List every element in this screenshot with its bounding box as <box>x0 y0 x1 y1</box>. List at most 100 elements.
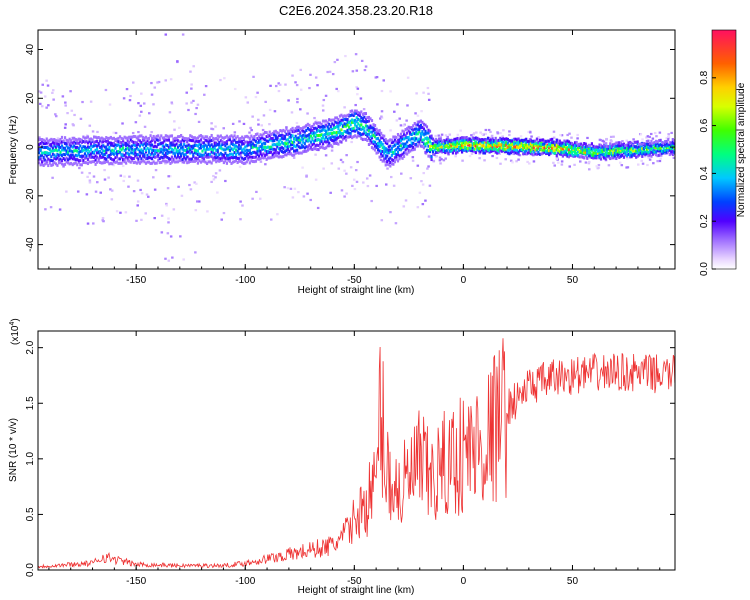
heatmap-cell <box>114 143 117 147</box>
heatmap-cell <box>647 146 650 150</box>
heatmap-cell <box>431 142 435 146</box>
heatmap-cell <box>125 141 128 145</box>
heatmap-cell <box>416 123 419 127</box>
heatmap-cell <box>165 202 168 206</box>
heatmap-cell <box>52 98 55 101</box>
heatmap-cell <box>428 144 432 148</box>
heatmap-cell <box>221 143 224 147</box>
heatmap-cell <box>137 138 140 142</box>
heatmap-cell <box>105 157 108 161</box>
heatmap-cell <box>451 142 455 146</box>
heatmap-cell <box>534 142 537 146</box>
heatmap-cell <box>349 131 352 135</box>
heatmap-cell <box>241 140 244 144</box>
snr-exponent-sup: 4 <box>9 322 16 326</box>
heatmap-cell <box>300 140 304 143</box>
heatmap-cell <box>337 167 341 170</box>
heatmap-cell <box>618 156 621 160</box>
heatmap-cell <box>190 150 193 154</box>
heatmap-cell <box>401 142 404 146</box>
heatmap-cell <box>344 124 348 128</box>
heatmap-cell <box>248 151 251 155</box>
heatmap-cell <box>149 134 152 138</box>
heatmap-cell <box>402 137 406 141</box>
heatmap-cell <box>173 160 177 164</box>
heatmap-cell <box>140 218 143 221</box>
heatmap-cell <box>119 211 122 214</box>
heatmap-cell <box>555 140 558 144</box>
heatmap-cell <box>616 144 619 148</box>
heatmap-cell <box>511 146 514 150</box>
heatmap-cell <box>294 81 297 84</box>
heatmap-cell <box>315 129 319 133</box>
heatmap-cell <box>522 152 525 156</box>
heatmap-cell <box>662 147 665 151</box>
heatmap-cell <box>395 155 398 159</box>
heatmap-cell <box>523 150 526 154</box>
heatmap-cell <box>209 153 212 157</box>
heatmap-cell <box>413 147 416 151</box>
heatmap-cell <box>299 151 302 155</box>
heatmap-cell <box>143 142 146 146</box>
heatmap-cell <box>143 136 146 140</box>
heatmap-cell <box>39 157 42 161</box>
heatmap-cell <box>406 131 409 135</box>
heatmap-cell <box>128 135 131 139</box>
heatmap-cell <box>416 114 420 117</box>
spectrogram-frame <box>37 29 676 270</box>
heatmap-cell <box>268 138 271 142</box>
heatmap-cell <box>62 163 65 167</box>
heatmap-cell <box>642 146 645 150</box>
heatmap-cell <box>215 137 218 141</box>
heatmap-cell <box>63 141 67 145</box>
heatmap-cell <box>377 151 380 155</box>
heatmap-cell <box>259 197 262 200</box>
heatmap-cell <box>256 149 259 153</box>
heatmap-cell <box>189 157 192 161</box>
heatmap-cell <box>637 163 640 166</box>
heatmap-cell <box>86 141 90 145</box>
heatmap-cell <box>254 95 258 99</box>
heatmap-cell <box>289 139 293 143</box>
heatmap-cell <box>260 147 264 151</box>
heatmap-cell <box>474 140 477 144</box>
heatmap-cell <box>56 163 59 167</box>
heatmap-cell <box>380 219 384 222</box>
heatmap-cell <box>131 147 134 151</box>
heatmap-cell <box>180 152 183 156</box>
heatmap-cell <box>294 127 297 131</box>
heatmap-cell <box>505 147 508 151</box>
heatmap-cell <box>520 138 523 142</box>
heatmap-cell <box>277 140 280 144</box>
heatmap-cell <box>451 151 455 155</box>
heatmap-cell <box>511 161 514 164</box>
heatmap-cell <box>96 136 99 140</box>
heatmap-cell <box>196 136 200 140</box>
heatmap-cell <box>508 152 511 156</box>
heatmap-cell <box>141 138 145 142</box>
heatmap-cell <box>380 115 383 118</box>
heatmap-cell <box>306 192 309 195</box>
heatmap-cell <box>51 152 54 156</box>
heatmap-cell <box>628 145 632 149</box>
heatmap-cell <box>406 152 409 156</box>
heatmap-cell <box>178 151 181 155</box>
heatmap-cell <box>316 84 319 87</box>
heatmap-cell <box>199 134 203 138</box>
heatmap-cell <box>646 135 650 138</box>
heatmap-cell <box>418 140 421 144</box>
heatmap-cell <box>160 231 164 234</box>
heatmap-cell <box>214 172 218 175</box>
heatmap-cell <box>610 140 613 143</box>
heatmap-cell <box>519 139 522 143</box>
heatmap-cell <box>624 147 627 151</box>
heatmap-cell <box>357 127 360 131</box>
heatmap-cell <box>353 187 357 191</box>
heatmap-cell <box>97 159 100 163</box>
heatmap-cell <box>615 148 618 152</box>
heatmap-cell <box>551 146 554 150</box>
heatmap-cell <box>150 130 153 134</box>
heatmap-cell <box>619 144 623 148</box>
heatmap-cell <box>344 130 348 134</box>
